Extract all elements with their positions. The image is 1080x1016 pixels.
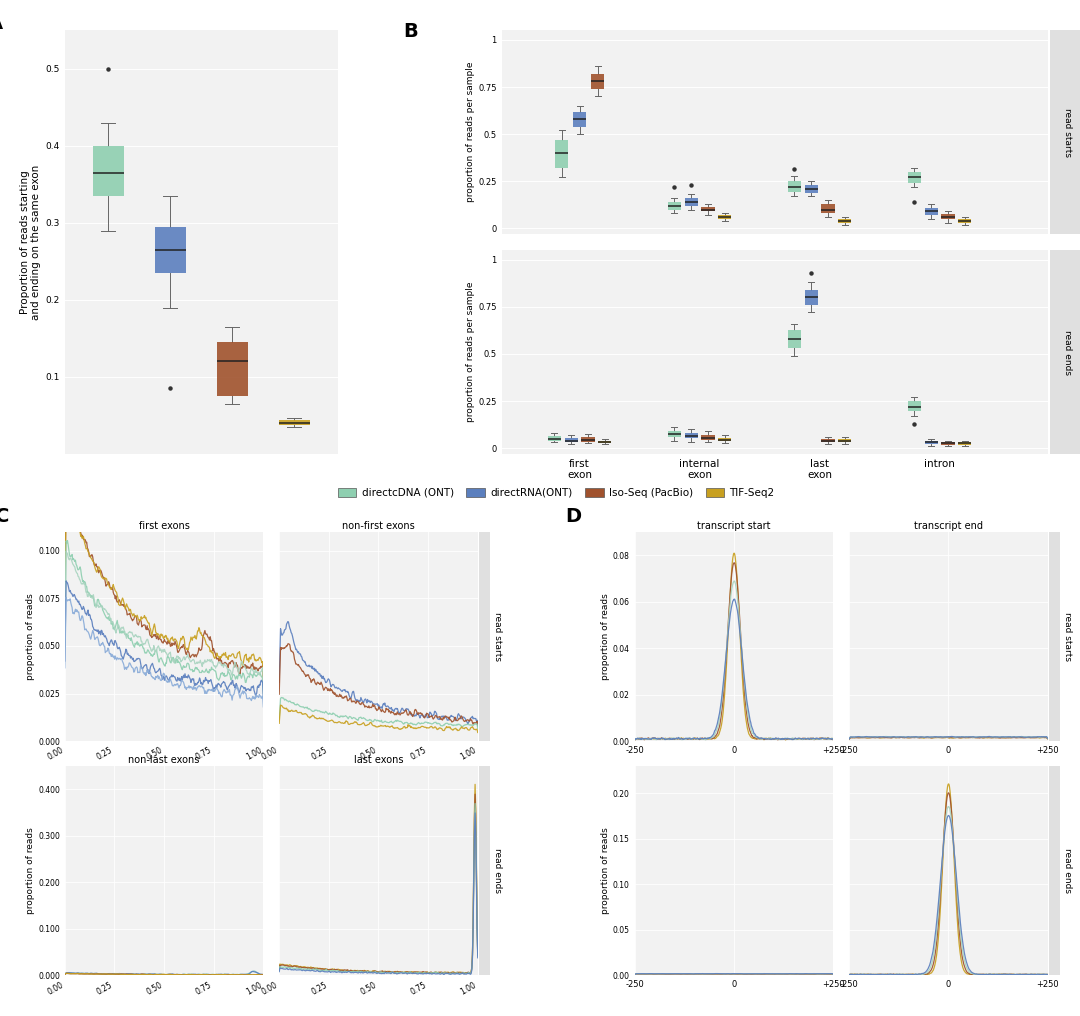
Title: transcript end: transcript end [914, 521, 983, 531]
Text: A: A [0, 13, 3, 33]
Bar [924, 441, 937, 444]
FancyBboxPatch shape [1051, 250, 1080, 454]
Bar [805, 290, 818, 305]
Text: B: B [403, 22, 418, 42]
Text: read ends: read ends [1063, 848, 1071, 893]
Bar [958, 442, 971, 445]
Text: C: C [0, 507, 10, 525]
Y-axis label: proportion of reads: proportion of reads [600, 827, 610, 914]
Bar [838, 218, 851, 223]
FancyBboxPatch shape [478, 766, 489, 975]
Bar [942, 214, 955, 218]
Bar [667, 431, 681, 437]
Bar [908, 401, 921, 411]
Text: read ends: read ends [492, 848, 502, 893]
Bar [279, 420, 310, 426]
Bar [958, 218, 971, 223]
Text: read starts: read starts [1063, 612, 1071, 661]
Y-axis label: Proportion of reads starting
and ending on the same exon: Proportion of reads starting and ending … [19, 165, 41, 320]
Title: transcript start: transcript start [698, 521, 771, 531]
Bar [908, 172, 921, 183]
Bar [805, 185, 818, 193]
Bar [822, 204, 835, 213]
Y-axis label: proportion of reads per sample: proportion of reads per sample [467, 281, 475, 423]
Bar [591, 74, 604, 88]
Bar [598, 441, 611, 443]
Title: last exons: last exons [354, 755, 403, 765]
Text: read starts: read starts [492, 612, 502, 661]
FancyBboxPatch shape [1051, 30, 1080, 234]
Y-axis label: proportion of reads: proportion of reads [600, 593, 610, 680]
Title: first exons: first exons [138, 521, 189, 531]
Bar [667, 202, 681, 209]
Title: non-first exons: non-first exons [342, 521, 415, 531]
Y-axis label: proportion of reads per sample: proportion of reads per sample [467, 62, 475, 202]
Y-axis label: proportion of reads: proportion of reads [26, 593, 36, 680]
Bar [924, 207, 937, 215]
Bar [154, 227, 186, 273]
Y-axis label: proportion of reads: proportion of reads [26, 827, 36, 914]
Bar [565, 438, 578, 443]
Bar [555, 140, 568, 168]
Bar [701, 435, 715, 440]
FancyBboxPatch shape [1049, 766, 1059, 975]
Bar [581, 437, 595, 442]
FancyBboxPatch shape [478, 532, 489, 741]
Title: non-last exons: non-last exons [129, 755, 200, 765]
Bar [787, 181, 801, 192]
Bar [822, 439, 835, 443]
Text: read starts: read starts [1063, 108, 1071, 156]
Text: D: D [565, 507, 581, 525]
Bar [548, 436, 561, 441]
Bar [787, 330, 801, 348]
Bar [93, 146, 124, 196]
Bar [701, 206, 715, 211]
Bar [685, 433, 698, 438]
Bar [685, 198, 698, 205]
Bar [217, 342, 247, 396]
Bar [942, 442, 955, 445]
Bar [838, 439, 851, 443]
Text: read ends: read ends [1063, 329, 1071, 375]
Bar [718, 215, 731, 218]
Legend: directcDNA (ONT), directRNA(ONT), Iso-Seq (PacBio), TIF-Seq2: directcDNA (ONT), directRNA(ONT), Iso-Se… [334, 484, 779, 502]
Bar [573, 112, 586, 127]
Bar [718, 438, 731, 441]
FancyBboxPatch shape [1049, 532, 1059, 741]
